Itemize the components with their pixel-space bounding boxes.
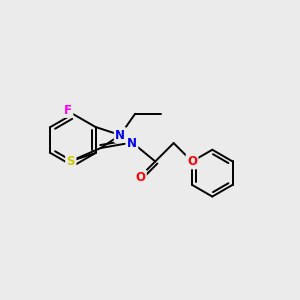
Text: N: N	[115, 128, 125, 142]
Text: S: S	[67, 154, 75, 167]
Text: O: O	[135, 171, 146, 184]
Text: O: O	[187, 155, 197, 168]
Text: F: F	[64, 103, 72, 116]
Text: N: N	[127, 136, 137, 150]
